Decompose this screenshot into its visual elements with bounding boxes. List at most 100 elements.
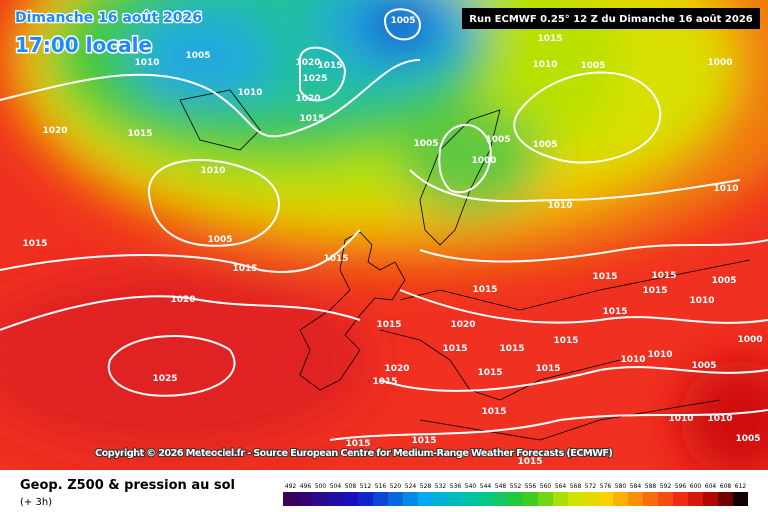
isobar-label: 1015 — [553, 336, 578, 346]
isobar-label: 1015 — [127, 129, 152, 139]
scale-swatch — [328, 492, 343, 506]
scale-swatch — [598, 492, 613, 506]
scale-label: 552 — [510, 483, 522, 490]
isobar-label: 1010 — [532, 60, 557, 70]
scale-swatch — [553, 492, 568, 506]
scale-label: 584 — [630, 483, 642, 490]
scale-label: 564 — [555, 483, 567, 490]
isobar-label: 1015 — [345, 439, 370, 449]
scale-swatch — [688, 492, 703, 506]
isobar-label: 1010 — [707, 414, 732, 424]
isobar-label: 1005 — [390, 16, 415, 26]
isobar-label: 1020 — [295, 94, 320, 104]
scale-swatch — [538, 492, 553, 506]
scale-label: 512 — [360, 483, 372, 490]
legend-subtitle: (+ 3h) — [20, 497, 52, 508]
scale-label: 576 — [600, 483, 612, 490]
isobar-label: 1010 — [668, 414, 693, 424]
isobar-label: 1010 — [200, 166, 225, 176]
isobar-label: 1015 — [411, 436, 436, 446]
scale-swatch — [568, 492, 583, 506]
scale-swatch — [643, 492, 658, 506]
scale-swatch — [358, 492, 373, 506]
scale-swatch — [583, 492, 598, 506]
scale-swatch — [613, 492, 628, 506]
isobar-label: 1020 — [42, 126, 67, 136]
isobar-label: 1015 — [22, 239, 47, 249]
color-scale: 492 496 500 504 508 512 516 520 524 528 532 536 540 5… — [283, 483, 748, 506]
isobar-label: 1015 — [477, 368, 502, 378]
scale-label: 544 — [480, 483, 492, 490]
isobar-label: 1005 — [580, 61, 605, 71]
isobar-label: 1025 — [302, 74, 327, 84]
isobar-label: 1000 — [471, 156, 496, 166]
scale-swatch — [433, 492, 448, 506]
scale-swatch — [718, 492, 733, 506]
isobar-label: 1015 — [323, 254, 348, 264]
scale-label: 516 — [375, 483, 387, 490]
scale-label: 504 — [330, 483, 342, 490]
date-title: Dimanche 16 août 2026 — [15, 10, 202, 26]
scale-label: 596 — [675, 483, 687, 490]
coastlines — [179, 89, 751, 441]
isobar-label: 1020 — [450, 320, 475, 330]
isobar-label: 1005 — [413, 139, 438, 149]
scale-label: 612 — [735, 483, 747, 490]
isobar-label: 1010 — [547, 201, 572, 211]
scale-label: 556 — [525, 483, 537, 490]
scale-label: 520 — [390, 483, 402, 490]
copyright: Copyright © 2026 Meteociel.fr - Source E… — [95, 448, 613, 459]
isobar-label: 1025 — [152, 374, 177, 384]
run-info: Run ECMWF 0.25° 12 Z du Dimanche 16 août… — [469, 13, 753, 25]
scale-swatch — [373, 492, 388, 506]
scale-swatch — [313, 492, 328, 506]
isobar-label: 1015 — [517, 457, 542, 467]
isobar-label: 1015 — [376, 320, 401, 330]
scale-label: 492 — [285, 483, 297, 490]
scale-label: 560 — [540, 483, 552, 490]
scale-swatch — [343, 492, 358, 506]
time-title: 17:00 locale — [15, 33, 152, 57]
isobar-label: 1010 — [713, 184, 738, 194]
isobar-label: 1005 — [485, 135, 510, 145]
isobar-label: 1005 — [207, 235, 232, 245]
isobar-labels: 1005100510101010102010151025102010151015… — [22, 16, 762, 467]
scale-label: 508 — [345, 483, 357, 490]
scale-label: 580 — [615, 483, 627, 490]
scale-swatch — [478, 492, 493, 506]
scale-label: 528 — [420, 483, 432, 490]
scale-label: 496 — [300, 483, 312, 490]
isobar-label: 1010 — [237, 88, 262, 98]
scale-label: 604 — [705, 483, 717, 490]
isobar-label: 1005 — [185, 51, 210, 61]
scale-label: 548 — [495, 483, 507, 490]
scale-swatch — [283, 492, 298, 506]
isobar-label: 1010 — [134, 58, 159, 68]
isobar-label: 1015 — [232, 264, 257, 274]
scale-swatch — [508, 492, 523, 506]
scale-label: 532 — [435, 483, 447, 490]
scale-label: 500 — [315, 483, 327, 490]
scale-swatch — [523, 492, 538, 506]
isobar-label: 1005 — [711, 276, 736, 286]
isobar-label: 1020 — [295, 58, 320, 68]
scale-swatch — [658, 492, 673, 506]
isobar-label: 1015 — [317, 61, 342, 71]
scale-label: 568 — [570, 483, 582, 490]
scale-swatch — [628, 492, 643, 506]
scale-label: 592 — [660, 483, 672, 490]
scale-swatch — [463, 492, 478, 506]
isobar-label: 1000 — [707, 58, 732, 68]
scale-label: 608 — [720, 483, 732, 490]
isobar-label: 1020 — [384, 364, 409, 374]
isobar-label: 1015 — [481, 407, 506, 417]
isobar-label: 1010 — [647, 350, 672, 360]
scale-swatch — [733, 492, 748, 506]
isobar-label: 1015 — [299, 114, 324, 124]
isobar-label: 1020 — [170, 295, 195, 305]
isobar-label: 1015 — [537, 34, 562, 44]
scale-label: 600 — [690, 483, 702, 490]
isobar-label: 1000 — [737, 335, 762, 345]
isobar-label: 1015 — [442, 344, 467, 354]
